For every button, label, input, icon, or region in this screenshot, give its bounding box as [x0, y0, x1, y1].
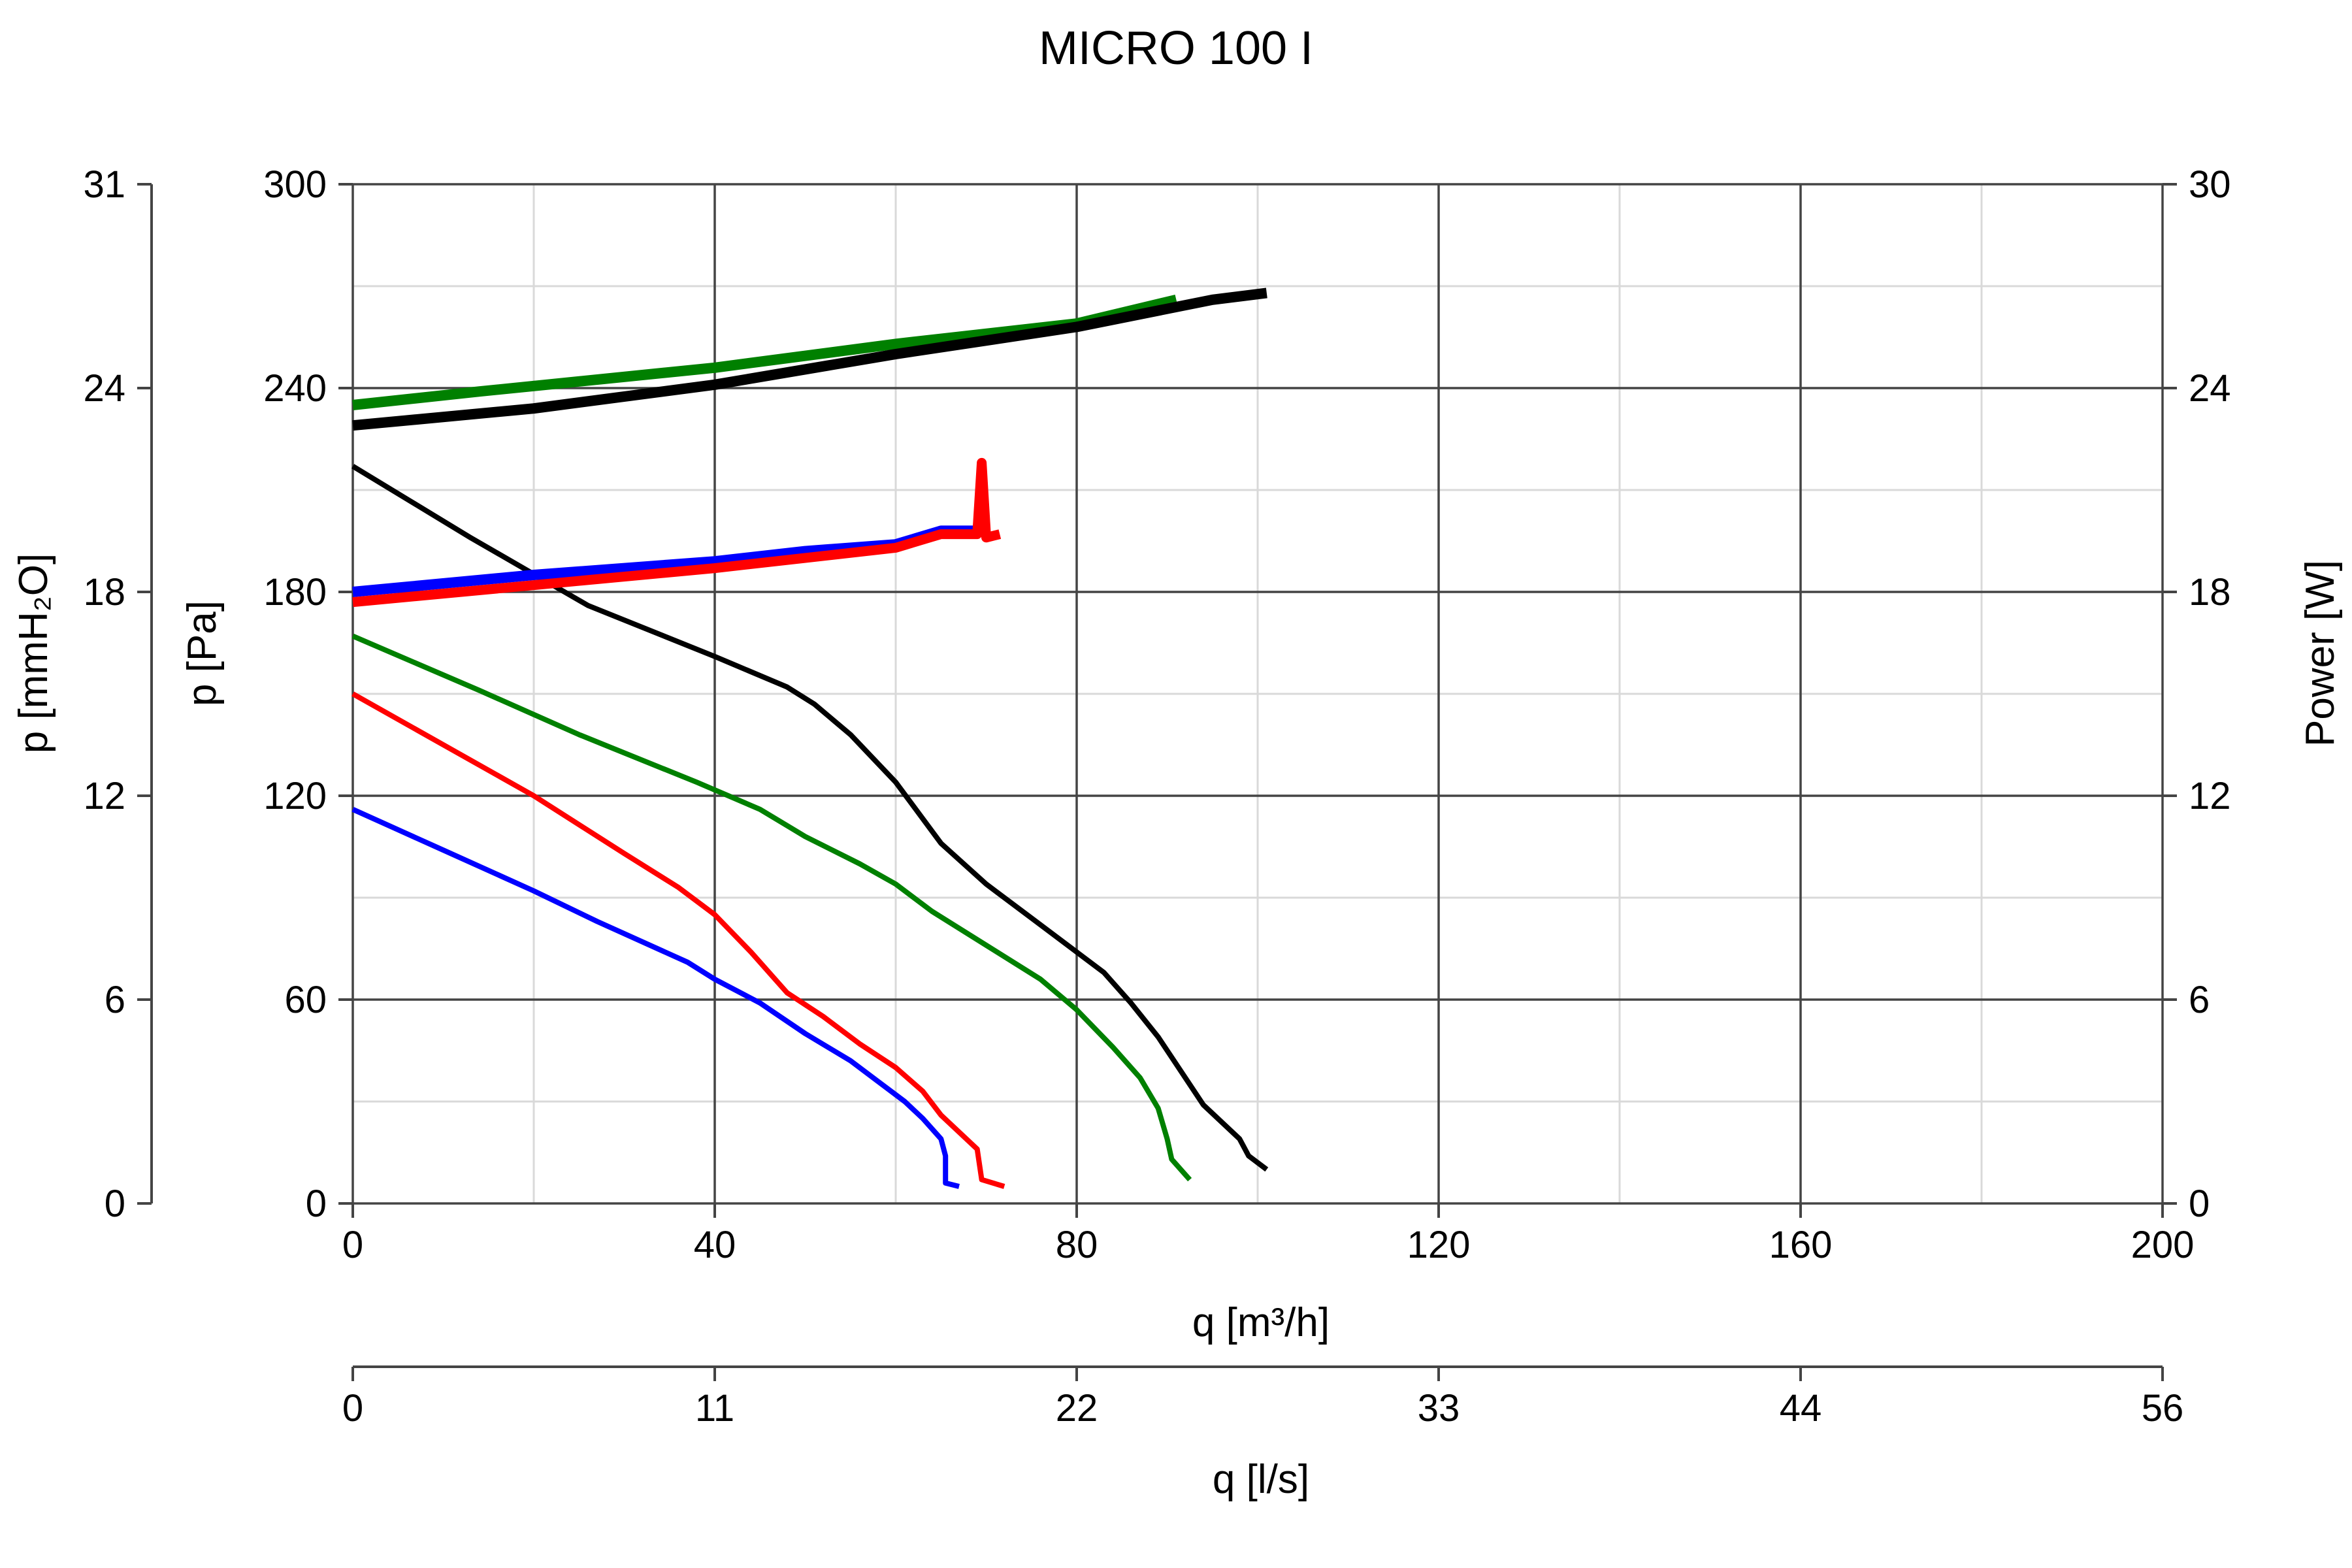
y2-axis-label: p [mmH₂O]	[11, 553, 56, 754]
y3-tick-label: 24	[2189, 367, 2231, 410]
x-tick-label: 200	[2131, 1224, 2195, 1266]
y-tick-label: 180	[263, 571, 327, 613]
y2-tick-label: 6	[105, 979, 125, 1021]
y-tick-label: 0	[306, 1183, 327, 1225]
pressure-curve-red	[351, 691, 1005, 1189]
x-tick-label: 120	[1407, 1224, 1471, 1266]
x2-tick-label: 0	[342, 1387, 363, 1429]
y2-tick-label: 12	[83, 775, 125, 817]
x2-tick-label: 56	[2142, 1387, 2184, 1429]
power-curve-green	[352, 295, 1178, 410]
y3-tick-label: 12	[2189, 775, 2231, 817]
series-layer	[351, 287, 1269, 1189]
x2-tick-label: 44	[1780, 1387, 1822, 1429]
power-curve-red	[352, 457, 1002, 608]
x-tick-label: 160	[1769, 1224, 1833, 1266]
pressure-curve-blue	[351, 807, 960, 1189]
y-tick-label: 120	[263, 775, 327, 817]
y3-tick-label: 0	[2189, 1183, 2210, 1225]
x-tick-label: 80	[1056, 1224, 1098, 1266]
chart-title: MICRO 100 I	[1039, 22, 1313, 74]
y3-tick-label: 30	[2189, 163, 2231, 206]
power-curve-black	[352, 287, 1267, 431]
y-tick-label: 240	[263, 367, 327, 410]
y2-tick-label: 31	[83, 163, 125, 206]
y-axis-label: p [Pa]	[180, 600, 225, 706]
x2-axis-label: q [l/s]	[1213, 1457, 1309, 1502]
axes	[137, 183, 2177, 1381]
x2-tick-label: 22	[1056, 1387, 1098, 1429]
x2-tick-label: 11	[695, 1387, 734, 1429]
y3-tick-label: 18	[2189, 571, 2231, 613]
pressure-curve-black	[351, 464, 1269, 1172]
grid	[351, 183, 2164, 1205]
y3-tick-label: 6	[2189, 979, 2210, 1021]
y3-axis-label: Power [W]	[2298, 560, 2343, 747]
x2-tick-label: 33	[1418, 1387, 1460, 1429]
x-axis-label: q [m³/h]	[1192, 1300, 1330, 1345]
y-tick-label: 300	[263, 163, 327, 206]
power-curve-blue	[352, 525, 977, 597]
y2-tick-label: 24	[83, 367, 125, 410]
x-tick-label: 40	[694, 1224, 736, 1266]
pressure-curve-green	[351, 633, 1192, 1182]
y-tick-label: 60	[284, 979, 327, 1021]
y2-tick-label: 18	[83, 571, 125, 613]
y2-tick-label: 0	[105, 1183, 125, 1225]
x-tick-label: 0	[342, 1224, 363, 1266]
